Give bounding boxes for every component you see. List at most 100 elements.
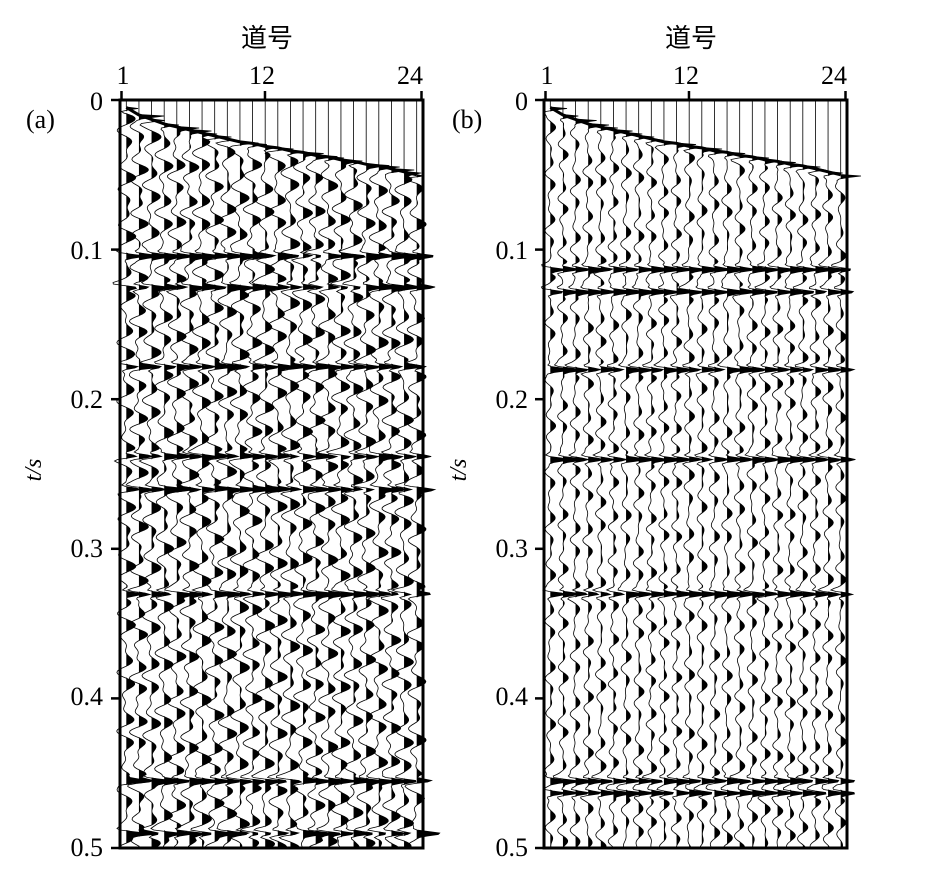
trace-fill [340, 101, 363, 847]
trace-fill [752, 101, 772, 847]
trace-wiggle [816, 101, 845, 847]
trace-fill [790, 101, 811, 847]
trace-wiggle [187, 101, 224, 847]
panel-label: (a) [26, 105, 55, 134]
trace-wiggle [290, 101, 326, 847]
trace-wiggle [150, 101, 189, 847]
y-tick-label: 0.3 [496, 534, 529, 563]
y-tick-label: 0.2 [71, 385, 104, 414]
y-tick-labels: 0 0.1 0.2 0.3 0.4 0.5 [71, 87, 104, 862]
y-tick-label: 0.1 [71, 236, 104, 265]
trace-wiggle [202, 101, 236, 847]
plot-frame [542, 98, 849, 850]
y-axis-title: t/s [446, 459, 472, 482]
panel-b: 道号 1 12 24 (b) t/s 0 0.1 0.2 0.3 0.4 0.5 [446, 24, 862, 862]
trace-wiggle [365, 101, 401, 847]
trace-wiggle [239, 101, 277, 847]
trace-wiggle [605, 101, 635, 847]
trace-wiggle [138, 101, 175, 847]
trace-wiggle [564, 101, 597, 847]
trace-fill [638, 101, 657, 847]
panel-a: 道号 1 12 24 (a) t/s 0 0.1 0.2 0.3 0.4 0.5 [21, 24, 441, 862]
first-break-event [549, 106, 842, 177]
trace-wiggle [580, 101, 610, 847]
trace-fill [404, 101, 426, 847]
trace-fill [613, 101, 634, 847]
y-tick-label: 0.5 [71, 833, 104, 862]
trace-wiggle [125, 101, 165, 847]
trace-wiggle [315, 101, 351, 847]
trace-wiggle [615, 101, 645, 847]
y-tick-label: 0 [515, 87, 528, 116]
trace-wiggle [666, 101, 697, 847]
trace-wiggle [678, 101, 709, 847]
first-break-event [125, 106, 418, 177]
panel-label: (b) [452, 105, 482, 134]
trace-wiggle [693, 101, 723, 847]
trace-wiggle [653, 101, 684, 847]
trace-wiggle [163, 101, 200, 847]
trace-wiggle [552, 101, 584, 847]
trace-fill [714, 101, 735, 847]
x-tick-label: 12 [673, 61, 699, 90]
x-tick-label: 1 [541, 61, 554, 90]
trace-fill [303, 101, 325, 847]
trace-fill [828, 101, 844, 847]
trace-fill [265, 101, 290, 847]
trace-fill [689, 101, 708, 847]
trace-wiggle [754, 101, 782, 847]
trace-wiggle [380, 101, 417, 847]
trace-fill [214, 101, 235, 847]
trace-fill [701, 101, 723, 847]
trace-fill [315, 101, 339, 847]
x-axis-title: 道号 [241, 24, 293, 54]
trace-fill [239, 101, 260, 847]
trace-fill [815, 101, 834, 847]
trace-fill [575, 101, 597, 847]
trace-wiggle [264, 101, 300, 847]
trace-wiggle [250, 101, 290, 847]
trace-wiggle [540, 101, 571, 847]
y-tick-labels: 0 0.1 0.2 0.3 0.4 0.5 [496, 87, 529, 862]
trace-wiggle [806, 101, 835, 847]
trace-fill [391, 101, 415, 847]
trace-fill [353, 101, 373, 847]
trace-wiggle [627, 101, 658, 847]
trace-fill [151, 101, 174, 847]
x-tick-label: 24 [821, 61, 847, 90]
trace-fill [138, 101, 165, 847]
trace-wiggle [352, 101, 390, 847]
trace-wiggle [705, 101, 735, 847]
y-tick-label: 0.2 [496, 385, 529, 414]
trace-fill [802, 101, 821, 847]
trace-wiggle [213, 101, 249, 847]
x-axis-title: 道号 [665, 24, 717, 54]
y-axis-title: t/s [21, 459, 47, 482]
trace-fill [126, 101, 148, 847]
y-tick-label: 0.4 [496, 682, 529, 711]
plot-frame [118, 98, 425, 850]
trace-wiggles [540, 101, 862, 847]
trace-wiggle [325, 101, 363, 847]
y-tick-label: 0 [90, 87, 103, 116]
x-tick-labels: 1 12 24 [117, 61, 424, 90]
trace-wiggles [112, 101, 441, 847]
trace-wiggle [716, 101, 749, 847]
trace-wiggle [829, 101, 862, 847]
trace-wiggle [792, 101, 821, 847]
y-tick-label: 0.3 [71, 534, 104, 563]
trace-fill [626, 101, 645, 847]
y-tick-label: 0.5 [496, 833, 529, 862]
trace-wiggle [275, 101, 310, 847]
trace-fill [600, 101, 618, 847]
y-tick-label: 0.1 [496, 236, 529, 265]
y-tick-label: 0.4 [71, 682, 104, 711]
trace-wiggle [174, 101, 213, 847]
x-tick-label: 12 [249, 61, 275, 90]
trace-wiggle [729, 101, 761, 847]
trace-wiggle [591, 101, 618, 847]
trace-wiggle [767, 101, 798, 847]
trace-wiggle [641, 101, 672, 847]
trace-fill [176, 101, 200, 847]
